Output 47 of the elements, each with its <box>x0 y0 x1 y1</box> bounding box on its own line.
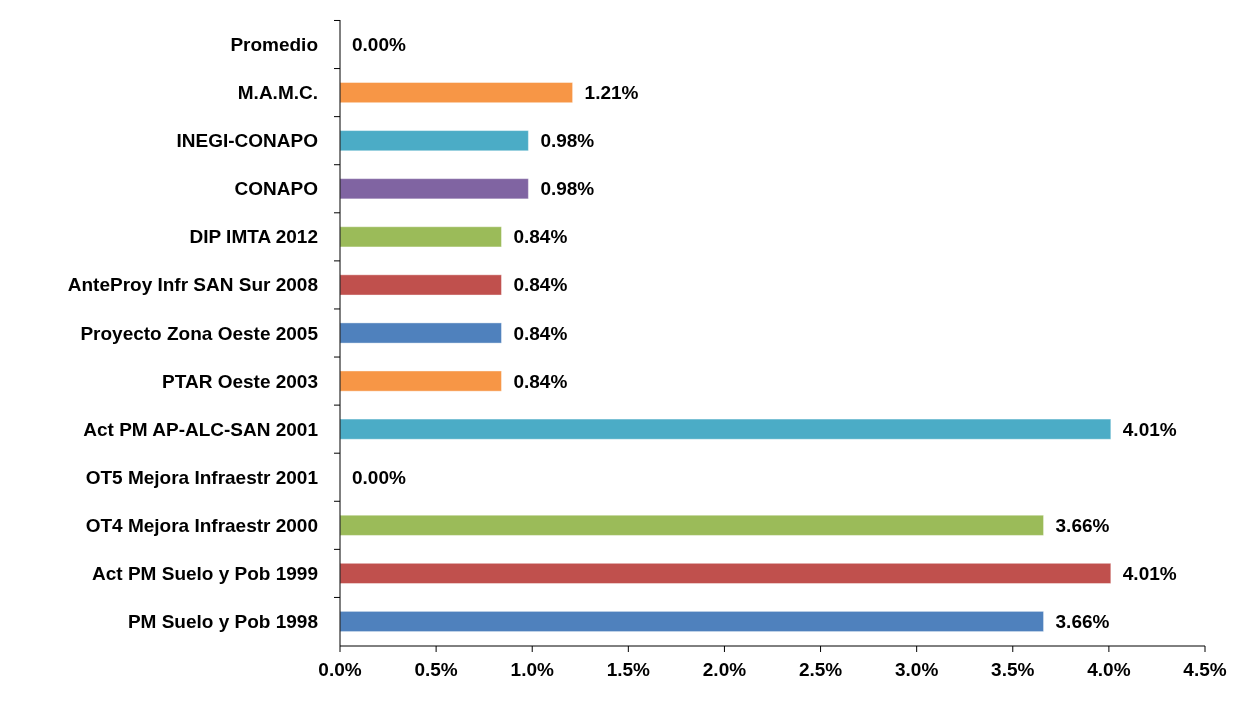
x-tick-label: 4.0% <box>1087 659 1131 680</box>
bar <box>339 226 502 248</box>
x-tick-label: 4.5% <box>1183 659 1227 680</box>
x-tick-label: 3.0% <box>895 659 939 680</box>
x-tick-label: 0.5% <box>414 659 458 680</box>
y-tick-label: CONAPO <box>234 178 318 200</box>
data-label: 1.21% <box>584 82 639 104</box>
data-label: 0.84% <box>513 274 568 296</box>
bar <box>339 370 502 392</box>
y-tick-label: Promedio <box>230 34 318 56</box>
data-label: 4.01% <box>1122 562 1177 584</box>
x-tick-label: 2.0% <box>702 659 747 680</box>
y-tick-label: DIP IMTA 2012 <box>189 226 318 248</box>
x-tick-label: 1.0% <box>510 659 554 680</box>
bar <box>339 82 574 104</box>
x-tick-label: 0.0% <box>318 659 362 680</box>
bar <box>339 610 1045 633</box>
y-tick-label: OT4 Mejora Infraestr 2000 <box>85 514 318 536</box>
data-label: 0.98% <box>540 178 595 200</box>
y-tick-label: OT5 Mejora Infraestr 2001 <box>85 466 319 488</box>
y-tick-label: Act PM AP-ALC-SAN 2001 <box>83 418 319 440</box>
x-tick-label: 3.5% <box>991 659 1035 680</box>
y-tick-label: M.A.M.C. <box>237 82 318 104</box>
data-label: 0.84% <box>513 370 568 392</box>
y-tick-label: PTAR Oeste 2003 <box>162 370 318 392</box>
bar <box>339 562 1112 584</box>
data-label: 4.01% <box>1122 418 1177 440</box>
bar <box>339 274 502 296</box>
y-tick-label: AnteProy Infr SAN Sur 2008 <box>67 274 318 296</box>
y-tick-label: Proyecto Zona Oeste 2005 <box>80 322 319 344</box>
data-label: 0.00% <box>352 466 406 488</box>
bar <box>339 322 502 344</box>
bar <box>339 178 529 200</box>
data-label: 0.84% <box>513 226 568 248</box>
data-label: 0.98% <box>540 130 595 152</box>
bar <box>339 130 529 152</box>
y-tick-label: Act PM Suelo y Pob 1999 <box>92 562 318 584</box>
data-label: 0.00% <box>352 34 406 56</box>
x-tick-label: 2.5% <box>798 659 843 680</box>
y-tick-label: INEGI-CONAPO <box>176 130 318 152</box>
data-label: 0.84% <box>513 322 568 344</box>
bar <box>339 418 1112 440</box>
bar <box>339 514 1045 536</box>
y-tick-label: PM Suelo y Pob 1998 <box>127 610 318 632</box>
data-label: 3.66% <box>1055 610 1110 632</box>
x-tick-label: 1.5% <box>606 659 651 680</box>
data-label: 3.66% <box>1055 514 1110 536</box>
